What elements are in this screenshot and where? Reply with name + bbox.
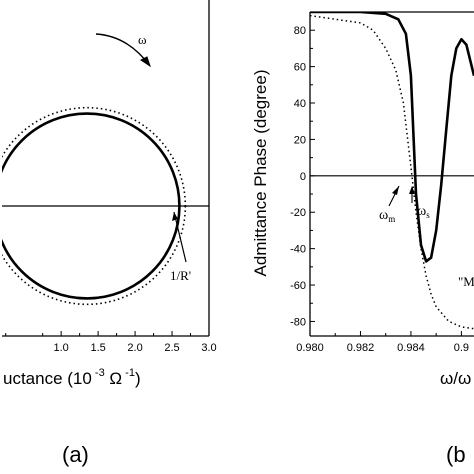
series-2-dotted-circle [2, 106, 187, 306]
x-tick-label: 1.5 [90, 342, 105, 354]
omega-s-subscript: s [426, 210, 430, 220]
y-tick-label: -40 [290, 244, 306, 256]
x-axis-label-close: ) [135, 369, 141, 388]
one-over-r-label: 1/R' [170, 268, 191, 283]
y-tick-label: 20 [294, 134, 306, 146]
x-axis-label-unit-exponent: -1 [122, 367, 135, 379]
x-tick-label: 0.984 [397, 342, 425, 354]
series-1-solid-line [310, 12, 474, 263]
omega-m-arrowhead [392, 186, 399, 195]
omega-label: ω [138, 32, 147, 47]
one-over-r-arrowhead [172, 212, 178, 221]
y-tick-label: -20 [290, 207, 306, 219]
series-2-dotted-line [310, 14, 474, 330]
x-tick-label: 1.0 [53, 342, 68, 354]
panel-a-curves [2, 106, 187, 306]
y-tick-label: 0 [300, 171, 306, 183]
omega-s-symbol: ω [417, 204, 426, 219]
y-tick-label: 60 [294, 62, 306, 74]
omega-m-label: ωm [379, 208, 395, 224]
x-tick-label: 0.980 [296, 342, 324, 354]
x-axis-label: uctance (10 -3 Ω -1) [3, 367, 141, 388]
x-axis-label-unit: Ω [105, 369, 122, 388]
direction-arrowhead [140, 56, 151, 68]
x-axis-label-exponent: -3 [92, 367, 105, 379]
omega-m-subscript: m [388, 214, 395, 224]
panel-b-label: (b [446, 442, 466, 467]
y-tick-label: -80 [290, 316, 306, 328]
mode-label: "M [458, 274, 474, 289]
y-axis-label: Admittance Phase (degree) [251, 70, 270, 277]
panel-b-plot: 80 60 40 20 0 -20 -40 -60 -80 0.980 0.982 0.984 0.9 A… [251, 11, 474, 388]
x-tick-label: 3.0 [201, 342, 216, 354]
omega-m-symbol: ω [379, 208, 388, 223]
panel-a-plot: 1.0 1.5 2.0 2.5 3.0 uctance (10 -3 Ω -1) ω 1/R' [2, 0, 217, 388]
x-tick-label: 0.9 [454, 342, 469, 354]
x-axis-label-text: uctance (10 [3, 369, 92, 388]
omega-s-label: ωs [417, 204, 430, 220]
x-tick-label: 2.5 [164, 342, 179, 354]
panel-b-curves [310, 12, 474, 330]
y-tick-label: 80 [294, 25, 306, 37]
x-axis-label: ω/ω [440, 369, 471, 388]
omega-s-arrowhead [409, 186, 415, 194]
y-tick-label: -60 [290, 280, 306, 292]
y-tick-label: 40 [294, 98, 306, 110]
x-tick-label: 2.0 [127, 342, 142, 354]
one-over-r-pointer [173, 211, 187, 263]
series-1-solid-circle [2, 112, 181, 300]
x-tick-label: 0.982 [347, 342, 375, 354]
panel-a-label: (a) [62, 442, 89, 467]
